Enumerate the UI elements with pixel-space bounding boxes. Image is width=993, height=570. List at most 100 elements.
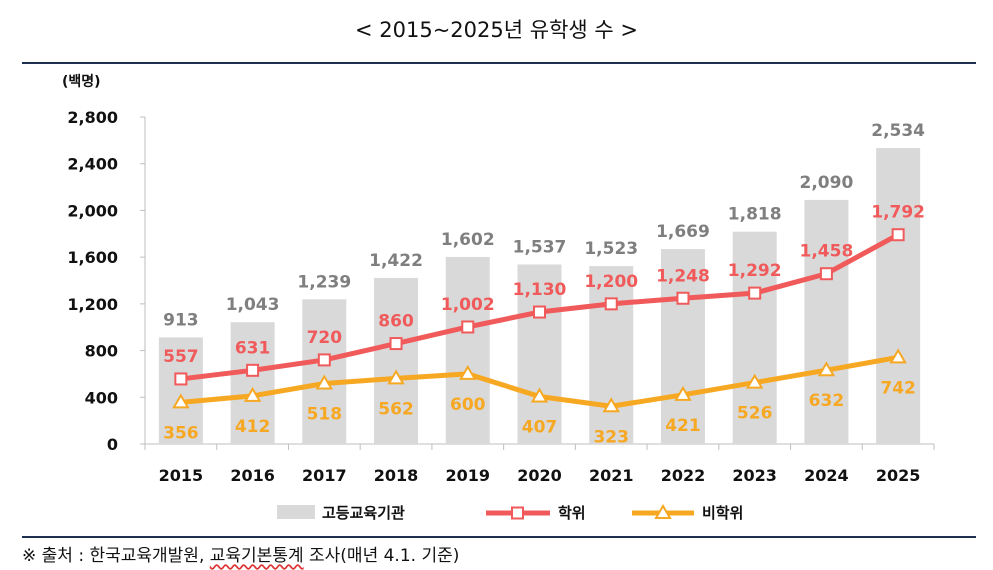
x-tick-label: 2015 (159, 466, 204, 485)
degree-point (389, 337, 403, 351)
degree-data-label: 1,292 (728, 261, 782, 281)
x-tick-label: 2020 (517, 466, 562, 485)
y-tick-label: 2,400 (67, 155, 118, 174)
bar-data-label: 1,669 (656, 222, 710, 242)
x-tick-label: 2025 (876, 466, 921, 485)
degree-data-label: 557 (163, 347, 199, 367)
bar (302, 299, 347, 444)
degree-point (676, 291, 690, 305)
degree-data-label: 1,002 (441, 295, 495, 315)
non-degree-point (387, 369, 405, 385)
non-degree-point (817, 361, 836, 377)
non-degree-data-label: 421 (665, 416, 701, 436)
non-degree-data-label: 562 (378, 399, 414, 419)
non-degree-point (602, 397, 620, 413)
legend-label-degree: 학위 (558, 504, 586, 522)
non-degree-point (172, 393, 190, 409)
source-underlined: 교육기본통계 (209, 546, 304, 566)
source-prefix: ※ 출처 : 한국교육개발원, (22, 546, 210, 566)
bar (374, 277, 419, 444)
non-degree-data-label: 407 (522, 417, 558, 437)
y-tick-label: 1,600 (67, 248, 118, 267)
top-rule (22, 62, 976, 64)
degree-point (461, 320, 475, 334)
y-tick-label: 400 (85, 388, 118, 407)
non-degree-point (243, 386, 262, 402)
degree-data-label: 1,458 (800, 242, 854, 262)
bar-data-label: 1,239 (297, 272, 351, 292)
bar (158, 337, 203, 444)
bar-data-label: 2,090 (800, 173, 854, 193)
y-tick-label: 2,000 (67, 201, 118, 220)
bar (876, 148, 921, 444)
degree-data-label: 860 (378, 312, 414, 332)
bar-data-label: 1,818 (728, 205, 782, 225)
degree-data-label: 1,130 (513, 280, 567, 300)
non-degree-data-label: 600 (450, 395, 486, 415)
x-tick-label: 2017 (302, 466, 347, 485)
non-degree-data-label: 518 (307, 405, 343, 425)
legend-swatch-bar (277, 505, 315, 519)
bar (589, 266, 634, 444)
bar-data-label: 913 (163, 310, 199, 330)
x-tick-label: 2022 (661, 466, 706, 485)
bar-data-label: 2,534 (871, 121, 925, 141)
legend-swatch-degree-marker (511, 506, 524, 520)
bar-data-label: 1,422 (369, 251, 423, 271)
bar-data-label: 1,523 (584, 239, 638, 259)
degree-point (748, 286, 762, 300)
degree-point (604, 297, 618, 311)
y-tick-label: 800 (85, 342, 118, 361)
non-degree-point (745, 373, 764, 389)
bar-data-label: 1,602 (441, 230, 495, 250)
bar (445, 256, 490, 444)
y-axis-label: (백명) (62, 73, 101, 90)
x-tick-label: 2016 (230, 466, 275, 485)
degree-data-label: 1,200 (584, 272, 638, 292)
non-degree-data-label: 526 (737, 404, 773, 424)
degree-point (533, 305, 546, 319)
non-degree-point (530, 387, 549, 403)
degree-point (246, 363, 260, 377)
bar (517, 264, 562, 444)
legend-label-bar: 고등교육기관 (322, 504, 405, 522)
degree-point (819, 267, 833, 281)
legend-swatch-non-degree-marker (654, 504, 672, 519)
bar-data-label: 1,537 (513, 238, 567, 258)
degree-point (317, 353, 331, 367)
source-suffix: 조사(매년 4.1. 기준) (303, 546, 460, 566)
bottom-rule (22, 536, 976, 538)
x-tick-label: 2019 (446, 466, 491, 485)
source-note: ※ 출처 : 한국교육개발원, 교육기본통계 조사(매년 4.1. 기준) (22, 541, 459, 566)
non-degree-data-label: 742 (880, 378, 916, 398)
chart: (백명) 0 400 800 1,200 1,600 2,000 2,400 2,800 2015… (62, 73, 935, 522)
non-degree-data-label: 632 (809, 391, 845, 411)
degree-data-label: 1,248 (656, 266, 710, 286)
degree-point (891, 228, 905, 242)
x-tick-label: 2023 (732, 466, 777, 485)
non-degree-point (315, 374, 334, 390)
non-degree-point (889, 348, 907, 364)
non-degree-data-label: 412 (235, 417, 271, 437)
non-degree-data-label: 323 (593, 427, 629, 447)
degree-point (174, 372, 188, 386)
degree-data-label: 631 (235, 338, 271, 358)
chart-title: < 2015~2025년 유학생 수 > (355, 18, 638, 42)
non-degree-point (459, 364, 477, 380)
y-tick-label: 1,200 (67, 295, 118, 314)
degree-data-label: 1,792 (871, 203, 925, 223)
bar (660, 249, 705, 444)
bar (230, 322, 275, 444)
bar (732, 231, 777, 444)
bar-data-label: 1,043 (226, 295, 280, 315)
non-degree-point (674, 385, 692, 401)
x-tick-label: 2018 (374, 466, 419, 485)
x-tick-label: 2024 (804, 466, 849, 485)
degree-data-label: 720 (307, 328, 343, 348)
y-tick-label: 0 (107, 435, 118, 454)
bar (804, 199, 849, 444)
x-tick-label: 2021 (589, 466, 634, 485)
legend-label-non-degree: 비학위 (702, 504, 743, 522)
non-degree-data-label: 356 (163, 423, 199, 443)
y-tick-label: 2,800 (67, 108, 118, 127)
